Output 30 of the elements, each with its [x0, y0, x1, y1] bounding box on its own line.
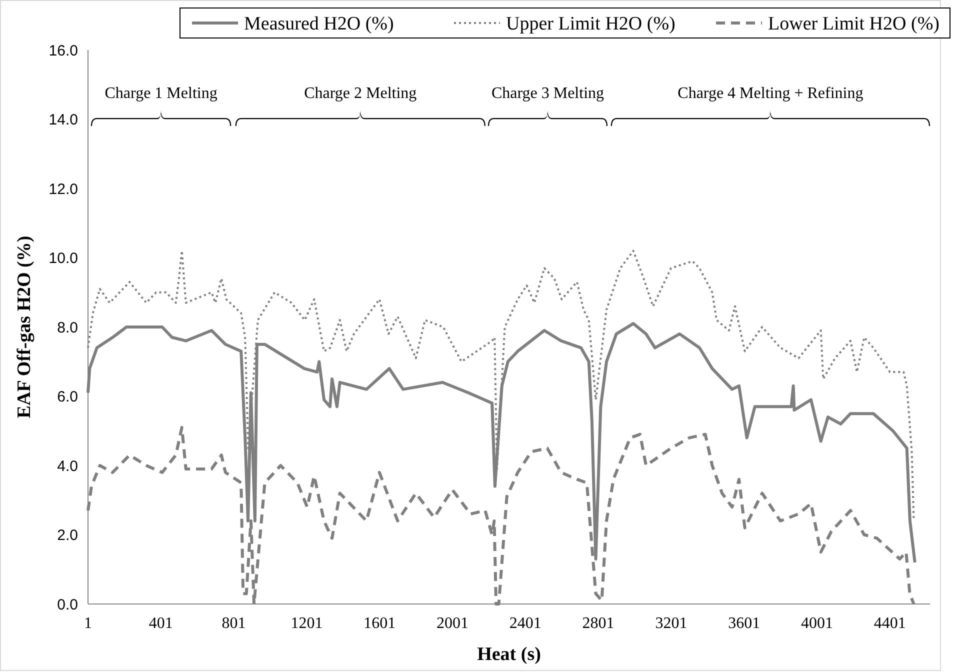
y-tick-label: 0.0: [57, 596, 78, 614]
y-tick-label: 10.0: [48, 250, 78, 267]
x-tick-label: 3201: [655, 615, 688, 632]
x-tick-label: 2401: [509, 615, 542, 632]
x-axis-title: Heat (s): [477, 644, 541, 665]
legend-label: Upper Limit H2O (%): [506, 14, 676, 35]
x-tick-label: 3601: [728, 615, 760, 632]
y-axis-title: EAF Off-gas H2O (%): [14, 236, 35, 418]
x-tick-label: 4001: [801, 615, 834, 632]
x-tick-label: 2801: [582, 615, 614, 632]
y-tick-label: 8.0: [57, 319, 78, 336]
annotation: Charge 2 Melting: [304, 85, 417, 102]
x-tick-label: 4401: [874, 615, 906, 632]
y-tick-label: 14.0: [48, 112, 78, 128]
x-tick-label: 801: [222, 615, 246, 632]
y-tick-label: 2.0: [57, 527, 78, 544]
x-tick-label: 2001: [436, 615, 468, 632]
legend-label: Measured H2O (%): [244, 14, 394, 35]
y-tick-label: 12.0: [48, 180, 78, 198]
y-tick-label: 4.0: [57, 458, 78, 475]
x-tick-label: 401: [148, 615, 173, 632]
x-tick-label: 1201: [290, 615, 323, 632]
x-tick-label: 1: [84, 615, 92, 632]
annotation: Charge 3 Melting: [491, 85, 604, 102]
annotation: Charge 1 Melting: [104, 85, 218, 102]
annotation: Charge 4 Melting + Refining: [678, 85, 864, 102]
y-tick-label: 16.0: [48, 42, 78, 60]
legend-label: Lower Limit H2O (%): [768, 14, 940, 35]
x-tick-label: 1601: [364, 615, 396, 632]
y-tick-label: 6.0: [57, 388, 78, 406]
